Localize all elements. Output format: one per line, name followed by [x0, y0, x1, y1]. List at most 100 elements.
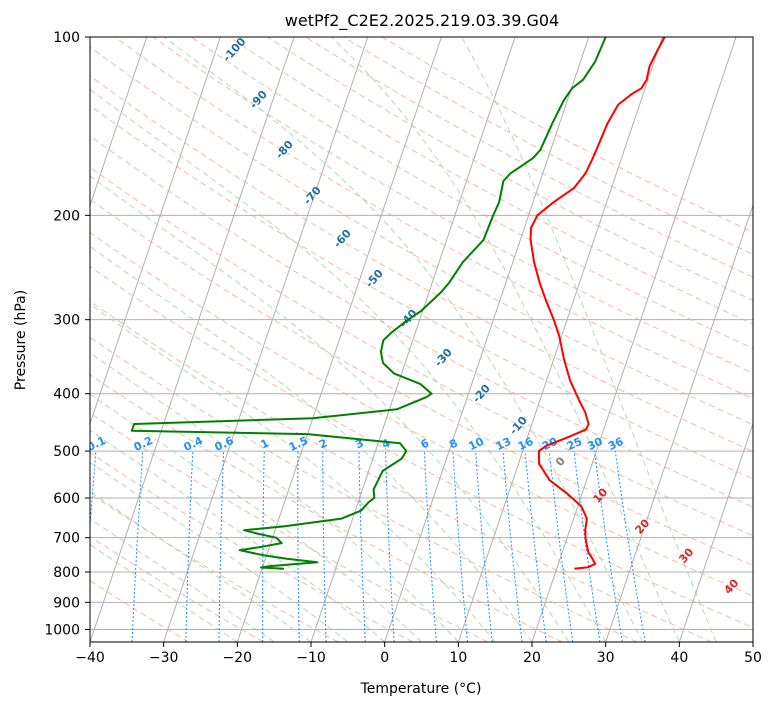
dry-adiabat: [90, 166, 753, 537]
mixing-ratio-line: [475, 451, 493, 642]
moist-adiabat: [90, 352, 459, 642]
dry-adiabat: [90, 231, 753, 597]
dry-adiabat-label: -90: [247, 88, 270, 112]
dry-adiabat-label: -50: [363, 267, 386, 291]
dry-adiabat: [90, 580, 190, 642]
moist-adiabat: [90, 245, 533, 642]
dry-adiabat: [90, 452, 414, 642]
x-tick-label: 50: [744, 650, 762, 666]
dry-adiabat-label: -70: [301, 184, 324, 208]
moist-adiabat: [90, 88, 607, 642]
dry-adiabat: [90, 265, 753, 629]
series-layer: [130, 37, 666, 570]
ticks-layer: −40 −30 −20 −10 0 10 20 30 40 5010009008007006005…: [44, 30, 762, 666]
mixing-ratio-line: [322, 451, 327, 642]
dry-adiabat: [90, 493, 339, 642]
moist-adiabat: [330, 37, 680, 642]
isotherm-line: [531, 37, 737, 642]
dry-adiabat: [229, 37, 753, 325]
isotherm-line: [90, 37, 148, 207]
dry-adiabat-label: -60: [331, 227, 354, 251]
y-tick-label: 1000: [44, 622, 80, 638]
dry-adiabat: [114, 37, 753, 400]
moist-adiabat: [90, 175, 570, 642]
mixing-ratio-line: [614, 451, 646, 642]
x-tick-label: −20: [223, 650, 253, 666]
dry-adiabat: [190, 37, 753, 349]
mixing-ratio-label: 36: [606, 435, 626, 453]
mixing-ratio-line: [185, 451, 194, 642]
mixing-ratio-label: 6: [419, 436, 432, 451]
dry-adiabat: [267, 37, 753, 301]
dry-adiabat: [90, 412, 488, 642]
x-axis-title: Temperature (°C): [360, 681, 482, 697]
dry-adiabat: [90, 535, 264, 642]
mixing-ratio-label: 2: [317, 436, 329, 451]
dry-adiabat: [90, 374, 563, 642]
isotherm-line: [678, 422, 753, 642]
mixing-ratio-line: [524, 451, 547, 642]
dry-adiabat: [90, 135, 753, 508]
mixing-ratio-label: 30: [585, 435, 605, 453]
y-tick-label: 500: [53, 444, 80, 460]
y-tick-label: 300: [53, 313, 80, 329]
mixing-ratio-line: [218, 451, 225, 642]
mixing-ratio-line: [452, 451, 468, 642]
moist-adiabat-label: 20: [632, 516, 652, 536]
moist-adiabat: [90, 303, 496, 642]
dry-adiabat: [90, 46, 753, 426]
x-tick-label: −30: [149, 650, 179, 666]
moist-adiabat-label: 30: [676, 545, 696, 565]
y-tick-label: 700: [53, 531, 80, 547]
dry-adiabat: [90, 198, 753, 567]
x-tick-label: 40: [670, 650, 688, 666]
isotherm-line: [752, 640, 753, 642]
mixing-ratio-label: 10: [466, 435, 486, 453]
moist-adiabat: [90, 393, 422, 642]
dry-adiabat: [90, 300, 712, 642]
isotherm-line: [0, 37, 73, 642]
y-tick-label: 400: [53, 387, 80, 403]
moist-adiabat: [461, 37, 717, 642]
temperature-profile: [529, 37, 666, 570]
x-tick-label: −10: [296, 650, 326, 666]
y-tick-label: 900: [53, 595, 80, 611]
isotherm-line: [163, 37, 369, 642]
mixing-ratio-label: 16: [516, 435, 536, 453]
dry-adiabat: [305, 37, 753, 278]
mixing-ratio-line: [548, 451, 574, 642]
mixing-ratio-label: 25: [565, 435, 584, 453]
isotherm-line: [384, 37, 590, 642]
moist-adiabat-label: 40: [721, 576, 741, 596]
isotherm-line: [90, 37, 221, 426]
dry-adiabat-label: -20: [470, 382, 493, 406]
moist-adiabat-label: 10: [590, 485, 610, 505]
plot-frame: [89, 36, 754, 643]
x-tick-label: 20: [523, 650, 541, 666]
moist-adiabat-label: 0: [553, 454, 568, 469]
mixing-ratio-line: [297, 451, 300, 642]
dry-adiabat: [90, 336, 638, 642]
y-axis-title: Pressure (hPa): [13, 290, 29, 390]
dewpoint-profile: [130, 37, 607, 570]
x-tick-label: 10: [449, 650, 467, 666]
y-tick-label: 200: [53, 208, 80, 224]
dry-adiabat: [381, 37, 753, 233]
moist-adiabat: [90, 429, 386, 642]
moist-adiabat: [163, 37, 643, 642]
dry-adiabat-label: -100: [220, 35, 248, 64]
mixing-ratio-label: 1: [259, 436, 271, 451]
chart-title: wetPf2_C2E2.2025.219.03.39.G04: [285, 11, 559, 31]
mixing-ratio-label: 13: [494, 435, 513, 453]
isotherm-line: [236, 37, 442, 642]
isotherm-line: [605, 203, 753, 642]
x-tick-label: −40: [75, 650, 105, 666]
dry-adiabat-label: -30: [432, 346, 455, 370]
mixing-ratio-line: [358, 451, 366, 642]
mixing-ratio-line: [502, 451, 523, 642]
grid-layer: [0, 37, 753, 642]
moist-adiabat: [90, 518, 275, 642]
mixing-ratio-line: [573, 451, 601, 642]
y-tick-label: 100: [53, 30, 80, 46]
moist-adiabat: [90, 543, 238, 642]
